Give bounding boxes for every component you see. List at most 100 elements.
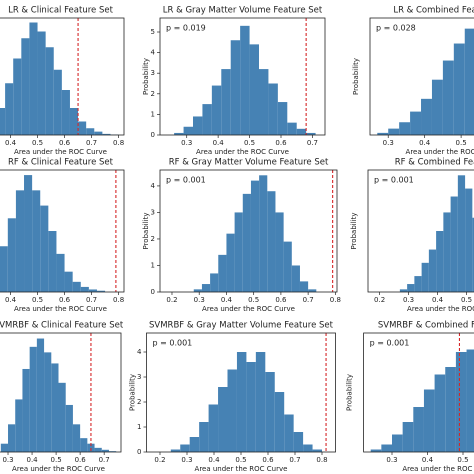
bar <box>0 108 6 135</box>
x-tick-label: 0.5 <box>457 456 468 464</box>
bar <box>283 241 292 292</box>
x-tick-label: 0.5 <box>248 296 259 304</box>
bar <box>202 104 212 135</box>
bar <box>255 352 266 452</box>
x-tick-label: 0.2 <box>166 296 177 304</box>
bar <box>312 449 322 452</box>
bar <box>88 289 97 292</box>
x-tick-label: 0.7 <box>307 139 318 147</box>
bar <box>56 253 65 292</box>
bar <box>259 69 269 135</box>
bar <box>407 284 415 292</box>
chart-title: RF & Gray Matter Volume Feature Set <box>169 158 329 168</box>
bar <box>37 31 46 135</box>
y-tick-label: 3 <box>151 69 155 77</box>
bar <box>78 121 87 135</box>
bar <box>15 399 23 452</box>
bar <box>61 90 70 135</box>
bar <box>274 392 285 452</box>
bar <box>230 40 241 136</box>
bar <box>453 43 465 136</box>
bar <box>277 102 288 135</box>
x-tick-label: 0.4 <box>422 456 434 464</box>
axes-frame <box>0 169 125 293</box>
bar <box>80 286 89 292</box>
y-tick-label: 0 <box>151 131 155 139</box>
y-tick-label: 2 <box>151 90 155 98</box>
bar <box>428 249 437 292</box>
bar <box>293 432 304 452</box>
bar <box>236 352 247 452</box>
annotation: p = 0.001 <box>370 339 410 348</box>
bar <box>421 98 432 135</box>
x-tick-label: 0.3 <box>403 296 414 304</box>
x-tick-label: 0.4 <box>419 139 431 147</box>
x-tick-label: 0.7 <box>99 456 110 464</box>
x-tick-label: 0.4 <box>213 139 225 147</box>
bar <box>87 443 95 452</box>
x-axis-label: Area under the ROC Curve <box>202 305 295 313</box>
axes-frame <box>0 17 125 136</box>
bar <box>58 382 66 452</box>
y-tick-label: 1 <box>151 261 155 269</box>
bar <box>32 190 41 292</box>
bar <box>299 281 309 292</box>
y-tick-label: 1 <box>151 110 155 118</box>
bar <box>306 132 316 135</box>
bar <box>414 276 422 292</box>
y-tick-label: 4 <box>137 348 142 356</box>
bar <box>44 352 52 452</box>
bar <box>65 404 73 452</box>
chart-title: SVMRBF & Combined Feature Set <box>378 321 474 331</box>
bar <box>267 191 276 292</box>
bar <box>381 444 392 452</box>
bar <box>0 443 9 452</box>
x-tick-label: 0.8 <box>113 296 124 304</box>
y-tick-label: 0 <box>151 288 155 296</box>
bar <box>86 128 95 135</box>
x-tick-label: 0.4 <box>5 139 17 147</box>
x-tick-label: 0.2 <box>154 456 165 464</box>
bar <box>402 422 414 452</box>
axes-frame <box>159 169 338 293</box>
x-axis-label: Area under the ROC Curve <box>406 148 474 156</box>
bar <box>388 128 400 135</box>
y-tick-label: 3 <box>151 208 155 216</box>
bar <box>399 289 408 292</box>
x-tick-label: 0.6 <box>59 139 71 147</box>
bar <box>450 196 458 292</box>
x-tick-label: 0.6 <box>262 456 274 464</box>
y-tick-label: 3 <box>137 373 141 381</box>
bar <box>413 407 424 452</box>
bar <box>291 265 300 292</box>
bar <box>472 217 474 292</box>
bar <box>45 47 54 135</box>
x-tick-label: 0.5 <box>32 139 43 147</box>
x-tick-label: 0.4 <box>432 296 444 304</box>
bar <box>240 25 250 135</box>
chart-title: RF & Combined Feature Set <box>395 158 474 168</box>
annotation: p = 0.019 <box>166 24 206 33</box>
bar <box>94 131 103 135</box>
x-tick-label: 0.3 <box>181 456 192 464</box>
x-tick-label: 0.7 <box>86 296 97 304</box>
bar <box>455 352 467 452</box>
y-axis-label: Probability <box>350 212 358 249</box>
x-axis-label: Area under the ROC Curve <box>14 148 107 156</box>
axes-frame <box>159 17 326 136</box>
bar <box>193 289 202 292</box>
bar <box>268 83 278 135</box>
chart-title: SVMRBF & Clinical Feature Set <box>0 321 124 331</box>
bar <box>445 367 456 452</box>
x-tick-label: 0.3 <box>2 456 13 464</box>
axes-frame <box>369 17 474 136</box>
bar <box>24 175 33 292</box>
chart-title: LR & Gray Matter Volume Feature Set <box>163 6 323 16</box>
chart-title: LR & Combined Feature Set <box>393 6 474 16</box>
bar <box>199 422 209 452</box>
bar <box>40 205 49 292</box>
annotation: p = 0.001 <box>166 176 206 185</box>
x-tick-label: 0.8 <box>113 139 124 147</box>
x-tick-label: 0.7 <box>86 139 97 147</box>
